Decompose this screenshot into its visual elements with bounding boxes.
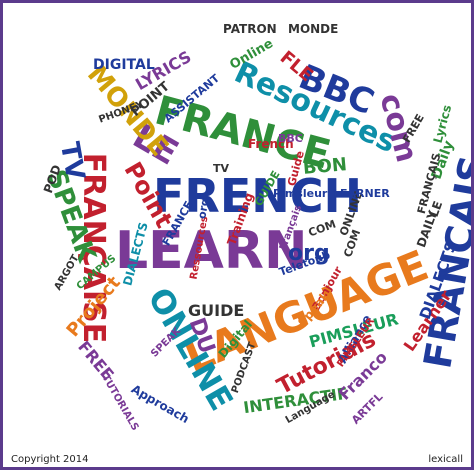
word-cloud-word: LEARN (115, 221, 308, 281)
word-cloud-word: PATRON (223, 22, 277, 36)
word-cloud-word: DIGITAL (93, 57, 155, 73)
word-cloud-word: French (248, 137, 294, 151)
word-cloud-word: GUIDE (188, 301, 245, 320)
word-cloud-word: Approach (128, 381, 192, 427)
word-cloud-word: FRENCH (153, 169, 363, 223)
word-cloud-word: Lyrics (430, 103, 455, 145)
word-cloud-word: LEARNER (333, 187, 390, 200)
copyright-text: Copyright 2014 (11, 454, 89, 465)
word-cloud-word: BON (302, 154, 348, 179)
word-cloud-word: BBC (278, 132, 303, 145)
word-cloud-word: org (195, 197, 212, 220)
word-cloud-word: Pimsleur (273, 187, 328, 200)
word-cloud-word: TUTORIALS (99, 372, 141, 433)
word-cloud-word: org (288, 241, 330, 266)
watermark-text: lexicall (428, 454, 463, 465)
word-cloud-word: TV (213, 162, 230, 175)
word-cloud-word: MONDE (288, 22, 339, 36)
